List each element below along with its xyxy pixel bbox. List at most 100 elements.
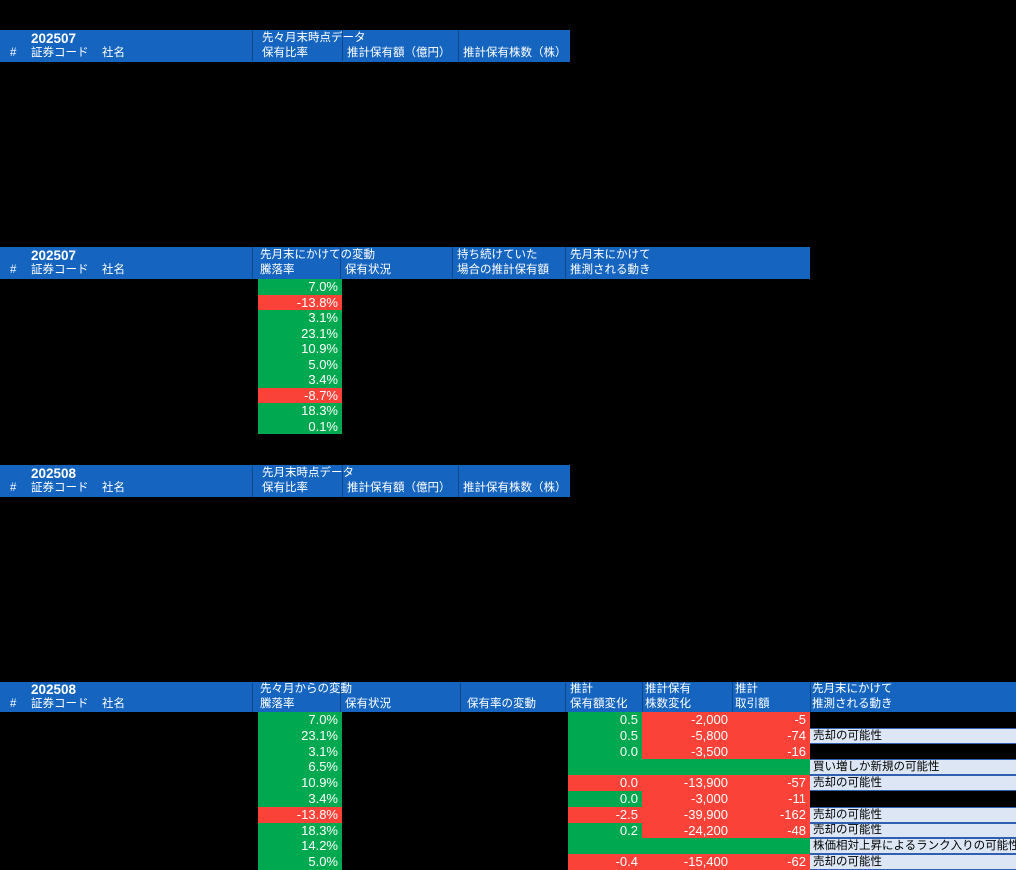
amount-change-cell[interactable]: 0.0 <box>568 744 642 759</box>
change-rate-cell[interactable]: 6.5% <box>258 759 342 775</box>
shares-change-cell[interactable]: -13,900 <box>642 775 732 791</box>
section2-col-move: 推測される動き <box>570 264 651 276</box>
predicted-move-cell[interactable]: 株価相対上昇によるランク入りの可能性 <box>810 838 1016 854</box>
section1-period: 202507 <box>31 31 77 46</box>
section2-col-name: 社名 <box>102 264 125 276</box>
predicted-move-cell[interactable]: 売却の可能性 <box>810 854 1016 870</box>
header-column-divider <box>252 247 253 279</box>
header-column-divider <box>252 465 253 497</box>
header-column-divider <box>642 682 643 712</box>
header-column-divider <box>458 465 459 497</box>
trade-amount-cell[interactable]: -11 <box>732 791 810 807</box>
shares-change-cell[interactable]: -24,200 <box>642 823 732 838</box>
change-rate-cell[interactable]: 14.2% <box>258 838 342 854</box>
change-rate-cell[interactable]: 18.3% <box>258 403 342 419</box>
shares-change-cell[interactable]: -39,900 <box>642 807 732 823</box>
header-column-divider <box>342 30 343 62</box>
amount-change-cell[interactable]: 0.5 <box>568 712 642 728</box>
section2-col-hold: 場合の推計保有額 <box>457 264 549 276</box>
estimate-blank-cell[interactable] <box>568 759 810 775</box>
trade-amount-cell[interactable]: -57 <box>732 775 810 791</box>
change-rate-cell[interactable]: 5.0% <box>258 357 342 372</box>
change-rate-cell[interactable]: -8.7% <box>258 388 342 403</box>
trade-amount-cell[interactable]: -162 <box>732 807 810 823</box>
trade-amount-cell[interactable]: -62 <box>732 854 810 870</box>
trade-amount-cell[interactable]: -16 <box>732 744 810 759</box>
shares-change-cell[interactable]: -15,400 <box>642 854 732 870</box>
header-column-divider <box>732 682 733 712</box>
section3-period: 202508 <box>31 466 77 481</box>
change-rate-cell[interactable]: 7.0% <box>258 712 342 728</box>
change-rate-cell[interactable]: 3.4% <box>258 372 342 388</box>
trade-amount-cell[interactable]: -5 <box>732 712 810 728</box>
section1-col-code: 証券コード <box>31 47 89 59</box>
header-column-divider <box>565 682 566 712</box>
predicted-move-cell[interactable]: 売却の可能性 <box>810 775 1016 791</box>
section4-col-shares-change: 株数変化 <box>645 698 691 710</box>
section4-move-title: 先月末にかけて <box>812 683 893 695</box>
section4-header-202508-change: 202508 先々月からの変動 推計 推計保有 推計 先月末にかけて # 証券コ… <box>0 682 1016 712</box>
change-rate-cell[interactable]: 3.1% <box>258 310 342 326</box>
change-rate-cell[interactable]: 10.9% <box>258 341 342 357</box>
change-rate-cell[interactable]: 23.1% <box>258 326 342 341</box>
trade-amount-cell[interactable]: -74 <box>732 728 810 744</box>
section1-title: 先々月末時点データ <box>262 32 366 44</box>
amount-change-cell[interactable]: -0.4 <box>568 854 642 870</box>
predicted-move-cell[interactable]: 売却の可能性 <box>810 807 1016 823</box>
section2-col-status: 保有状況 <box>345 264 391 276</box>
shares-change-cell[interactable]: -5,800 <box>642 728 732 744</box>
section2-period: 202507 <box>31 248 77 263</box>
change-rate-cell[interactable]: -13.8% <box>258 295 342 310</box>
predicted-move-cell[interactable]: 売却の可能性 <box>810 728 1016 744</box>
section1-col-name: 社名 <box>102 47 125 59</box>
change-rate-cell[interactable]: -13.8% <box>258 807 342 823</box>
section2-col-change: 騰落率 <box>260 264 295 276</box>
section2-col-hash: # <box>10 264 17 276</box>
amount-change-cell[interactable]: 0.0 <box>568 775 642 791</box>
section4-period: 202508 <box>31 682 77 697</box>
section3-col-ratio: 保有比率 <box>262 482 308 494</box>
header-column-divider <box>452 247 453 279</box>
trade-amount-cell[interactable]: -48 <box>732 823 810 838</box>
change-rate-cell[interactable]: 18.3% <box>258 823 342 838</box>
section3-col-amount: 推計保有額（億円） <box>347 482 451 494</box>
section1-col-amount: 推計保有額（億円） <box>347 47 451 59</box>
section4-est2-label: 推計保有 <box>645 683 691 695</box>
header-column-divider <box>458 30 459 62</box>
section4-col-amount-change: 保有額変化 <box>570 698 628 710</box>
section4-col-status: 保有状況 <box>345 698 391 710</box>
header-column-divider <box>460 682 461 712</box>
amount-change-cell[interactable]: 0.2 <box>568 823 642 838</box>
shares-change-cell[interactable]: -3,500 <box>642 744 732 759</box>
change-rate-cell[interactable]: 3.4% <box>258 791 342 807</box>
section4-est1-label: 推計 <box>570 683 593 695</box>
header-column-divider <box>340 247 341 279</box>
section1-col-ratio: 保有比率 <box>262 47 308 59</box>
section3-col-hash: # <box>10 482 17 494</box>
section1-col-hash: # <box>10 47 17 59</box>
change-rate-cell[interactable]: 10.9% <box>258 775 342 791</box>
shares-change-cell[interactable]: -3,000 <box>642 791 732 807</box>
change-rate-cell[interactable]: 23.1% <box>258 728 342 744</box>
shares-change-cell[interactable]: -2,000 <box>642 712 732 728</box>
amount-change-cell[interactable]: -2.5 <box>568 807 642 823</box>
section1-header-202507-snapshot: 202507 先々月末時点データ # 証券コード 社名 保有比率 推計保有額（億… <box>0 30 570 62</box>
section2-title: 先月末にかけての変動 <box>260 249 375 261</box>
section4-col-ratio-change: 保有率の変動 <box>467 698 536 710</box>
section2-data-rows: 7.0% -13.8% 3.1% 23.1% 10.9% 5.0% 3.4% -8.7% 18.… <box>0 279 1016 434</box>
section3-header-202508-snapshot: 202508 先月末時点データ # 証券コード 社名 保有比率 推計保有額（億円… <box>0 465 570 497</box>
predicted-move-cell[interactable]: 買い増しか新規の可能性 <box>810 759 1016 775</box>
section4-col-change: 騰落率 <box>260 698 295 710</box>
section4-col-move: 推測される動き <box>812 698 893 710</box>
predicted-move-cell[interactable]: 売却の可能性 <box>810 823 1016 838</box>
change-rate-cell[interactable]: 0.1% <box>258 419 342 434</box>
amount-change-cell[interactable]: 0.5 <box>568 728 642 744</box>
change-rate-cell[interactable]: 3.1% <box>258 744 342 759</box>
change-rate-cell[interactable]: 5.0% <box>258 854 342 870</box>
header-column-divider <box>810 682 811 712</box>
change-rate-cell[interactable]: 7.0% <box>258 279 342 295</box>
estimate-blank-cell[interactable] <box>568 838 810 854</box>
section4-col-code: 証券コード <box>31 698 89 710</box>
amount-change-cell[interactable]: 0.0 <box>568 791 642 807</box>
